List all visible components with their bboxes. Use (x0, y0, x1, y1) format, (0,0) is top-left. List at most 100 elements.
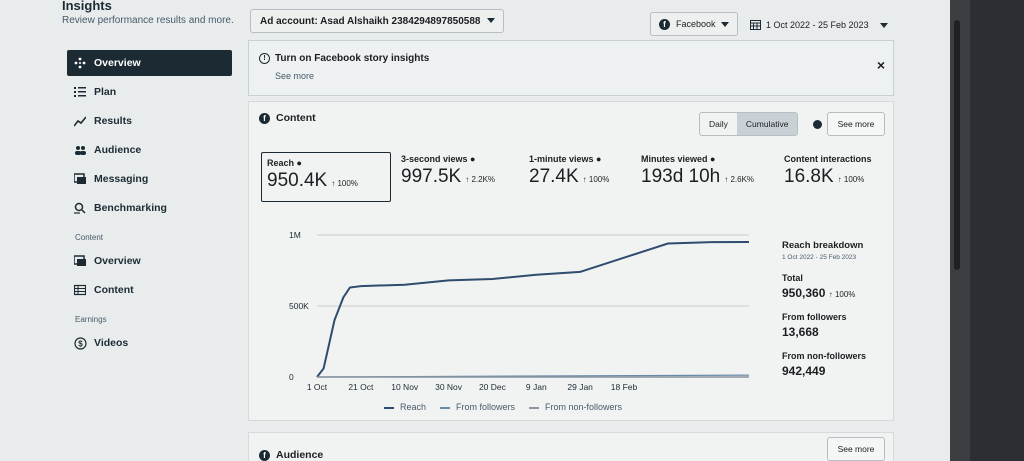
breakdown-date: 1 Oct 2022 - 25 Feb 2023 (782, 254, 857, 261)
chevron-down-icon (487, 18, 495, 23)
metric-change: ↑ 100% (331, 179, 358, 188)
sidebar-item-label: Plan (94, 86, 117, 98)
legend-item-nonfollowers[interactable]: From non-followers (529, 402, 622, 412)
sidebar-item-results[interactable]: Results (67, 108, 232, 134)
sidebar-item-messaging[interactable]: Messaging (67, 166, 232, 192)
dollar-icon: $ (73, 336, 87, 350)
metric-change: ↑ 100% (582, 175, 610, 184)
followers-value: 13,668 (782, 325, 819, 339)
metric-reach[interactable]: Reach ● 950.4K ↑ 100% (261, 152, 391, 202)
sidebar-item-content[interactable]: Content (67, 277, 232, 303)
ad-account-selector[interactable]: Ad account: Asad Alshaikh 23842948978505… (250, 9, 504, 33)
metric-label: 1-minute views (529, 154, 594, 164)
sidebar-item-videos[interactable]: $ Videos (67, 330, 232, 356)
plan-icon (73, 85, 87, 99)
facebook-icon: f (259, 449, 270, 461)
date-range-selector[interactable]: 1 Oct 2022 - 25 Feb 2023 (750, 14, 890, 36)
legend-label: Reach (400, 402, 427, 412)
sidebar-item-label: Overview (94, 57, 141, 69)
total-value: 950,360 (782, 286, 826, 300)
info-icon: ● (596, 154, 602, 164)
card-title-text: Audience (276, 449, 324, 461)
metric-minutes-viewed[interactable]: Minutes viewed ● 193d 10h ↑ 2.6K% (641, 154, 754, 188)
sidebar-item-label: Content (94, 284, 134, 296)
metric-value: 950.4K (267, 170, 328, 191)
content-card-title: f Content (259, 112, 316, 124)
content-card: f Content Daily Cumulative See more Reac… (248, 101, 894, 421)
see-more-button[interactable]: See more (827, 112, 885, 136)
toggle-daily[interactable]: Daily (709, 119, 728, 129)
story-insights-banner: ! Turn on Facebook story insights See mo… (248, 40, 894, 96)
metric-label: 3-second views (401, 154, 468, 164)
sidebar-item-audience[interactable]: Audience (67, 137, 232, 163)
legend-label: From followers (456, 402, 516, 412)
svg-text:$: $ (78, 339, 83, 348)
metric-change: ↑ 2.6K% (724, 175, 755, 184)
metric-change: ↑ 2.2K% (465, 175, 496, 184)
close-icon[interactable]: × (876, 57, 885, 73)
breakdown-title: Reach breakdown (782, 240, 864, 251)
facebook-icon: f (259, 112, 270, 124)
sidebar-item-overview[interactable]: Overview (67, 50, 232, 76)
banner-see-more-link[interactable]: See more (275, 71, 315, 81)
y-tick-label: 500K (289, 301, 309, 311)
window-edge (970, 0, 1024, 461)
metric-content-interactions[interactable]: Content interactions 16.8K ↑ 100% (784, 154, 892, 188)
metric-value: 193d 10h (641, 166, 721, 187)
metric-value: 997.5K (401, 166, 462, 187)
nonfollowers-label: From non-followers (782, 351, 866, 361)
audience-icon (73, 143, 87, 157)
ad-account-label: Ad account: Asad Alshaikh 23842948978505… (260, 15, 481, 27)
info-icon: ● (296, 158, 302, 168)
date-range-label: 1 Oct 2022 - 25 Feb 2023 (766, 20, 869, 30)
info-icon: ● (470, 154, 476, 164)
card-title-text: Content (276, 112, 316, 124)
legend-item-followers[interactable]: From followers (440, 402, 515, 412)
followers-label: From followers (782, 312, 847, 322)
content-section-label: Content (75, 233, 104, 242)
sidebar-item-label: Audience (94, 144, 142, 156)
scrollbar[interactable] (950, 0, 970, 461)
nonfollowers-value: 942,449 (782, 364, 826, 378)
metric-change: ↑ 100% (837, 175, 865, 184)
metric-label: Minutes viewed (641, 154, 708, 164)
x-tick-label: 1 Oct (307, 382, 328, 392)
content-overview-icon (73, 254, 87, 268)
content-table-icon (73, 283, 87, 297)
facebook-icon: f (659, 18, 670, 30)
messaging-icon (73, 172, 87, 186)
sidebar: Insights Review performance results and … (0, 0, 240, 461)
legend-item-reach[interactable]: Reach (384, 402, 426, 412)
audience-card: f Audience See more (248, 432, 894, 461)
see-more-button[interactable]: See more (827, 437, 885, 461)
metric-3s-views[interactable]: 3-second views ● 997.5K ↑ 2.2K% (401, 154, 495, 188)
toggle-cumulative[interactable]: Cumulative (736, 113, 798, 135)
metric-value: 27.4K (529, 166, 579, 187)
x-tick-label: 21 Oct (348, 382, 374, 392)
banner-title: Turn on Facebook story insights (275, 53, 430, 64)
metric-value: 16.8K (784, 166, 834, 187)
sidebar-item-benchmarking[interactable]: Benchmarking (67, 195, 232, 221)
sidebar-item-plan[interactable]: Plan (67, 79, 232, 105)
chevron-down-icon (721, 22, 729, 27)
metric-label: Reach (267, 158, 295, 168)
platform-selector[interactable]: f Facebook (650, 12, 738, 36)
scrollbar-thumb[interactable] (954, 20, 960, 270)
x-tick-label: 10 Nov (391, 382, 419, 392)
reach-line-chart: 0 500K 1M 1 Oct 21 Oct 10 Nov 30 Nov 20 Dec 9 Ja… (289, 230, 750, 392)
benchmarking-icon (73, 201, 87, 215)
calendar-icon (750, 19, 761, 32)
info-icon: ● (710, 154, 716, 164)
metric-1m-views[interactable]: 1-minute views ● 27.4K ↑ 100% (529, 154, 609, 188)
sidebar-item-label: Messaging (94, 173, 149, 185)
daily-cumulative-toggle: Daily Cumulative (699, 112, 799, 136)
metric-label: Content interactions (784, 154, 872, 164)
platform-label: Facebook (676, 19, 716, 29)
audience-card-title: f Audience (259, 449, 323, 461)
info-icon[interactable] (813, 120, 822, 129)
chart-legend: Reach From followers From non-followers (384, 402, 622, 412)
y-tick-label: 1M (289, 230, 301, 240)
legend-label: From non-followers (545, 402, 623, 412)
sidebar-item-content-overview[interactable]: Overview (67, 248, 232, 274)
page-subtitle: Review performance results and more. (62, 15, 234, 26)
